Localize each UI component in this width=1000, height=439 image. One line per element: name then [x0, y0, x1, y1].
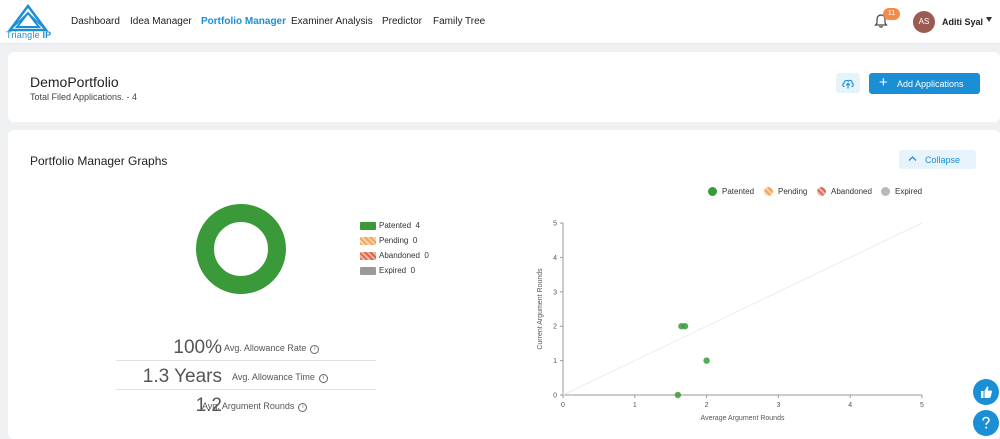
notification-badge: 11	[883, 8, 900, 20]
cloud-upload-icon	[842, 79, 854, 89]
x-tick-label: 0	[561, 402, 565, 409]
legend-swatch	[360, 222, 376, 230]
legend-label: Abandoned	[831, 187, 872, 196]
add-applications-label: Add Applications	[897, 79, 964, 89]
x-tick-label: 1	[633, 402, 637, 409]
legend-label: Patented	[722, 187, 755, 196]
y-tick-label: 2	[553, 324, 557, 331]
x-tick-label: 3	[776, 402, 780, 409]
legend-label: Pending	[778, 187, 808, 196]
stat-value: 1.3 Years	[142, 366, 222, 387]
divider	[116, 389, 376, 390]
nav-predictor[interactable]: Predictor	[382, 16, 423, 27]
portfolio-header-card: DemoPortfolio Total Filed Applications. …	[8, 52, 1000, 122]
legend-label: Expired 0	[379, 266, 416, 275]
nav-idea-manager[interactable]: Idea Manager	[130, 16, 192, 27]
nav-dashboard[interactable]: Dashboard	[71, 16, 120, 27]
stat-label: Avg. Argument Rounds i	[202, 401, 308, 412]
avatar[interactable]: AS	[913, 11, 935, 33]
legend-swatch	[360, 237, 376, 245]
portfolio-graphs-card: Portfolio Manager Graphs Collapse Patent…	[8, 130, 1000, 439]
stat-value: 1.2	[195, 395, 222, 416]
user-name[interactable]: Aditi Syal	[942, 17, 984, 27]
x-tick-label: 2	[705, 402, 709, 409]
nav-examiner-analysis[interactable]: Examiner Analysis	[291, 16, 373, 27]
x-tick-label: 5	[920, 402, 924, 409]
add-applications-button[interactable]: + Add Applications	[869, 73, 980, 94]
thumbs-up-icon	[981, 386, 993, 398]
stat-allowance-time: 1.3 Years Avg. Allowance Time i	[8, 364, 428, 390]
question-mark-icon	[982, 416, 990, 429]
divider	[116, 360, 376, 361]
caret-down-icon[interactable]	[986, 17, 992, 22]
scatter-point-patented[interactable]	[703, 357, 710, 364]
collapse-button[interactable]: Collapse	[899, 150, 976, 169]
stat-allowance-rate: 100% Avg. Allowance Rate i	[8, 335, 428, 361]
brand-name: Triangle IP	[6, 30, 52, 40]
y-tick-label: 3	[553, 289, 557, 296]
legend-label: Expired	[895, 187, 923, 196]
status-donut-chart	[196, 204, 286, 294]
chevron-up-icon	[908, 156, 917, 161]
info-icon[interactable]: i	[318, 374, 328, 383]
stat-label: Avg. Allowance Time i	[232, 372, 328, 383]
info-icon[interactable]: i	[310, 345, 320, 354]
feedback-button[interactable]	[973, 379, 999, 405]
x-tick-label: 4	[848, 402, 852, 409]
plus-icon: +	[879, 74, 888, 91]
upload-button[interactable]	[836, 73, 860, 93]
scatter-point-patented[interactable]	[674, 391, 682, 399]
portfolio-subtitle: Total Filed Applications. - 4	[30, 92, 138, 102]
graphs-title: Portfolio Manager Graphs	[30, 154, 168, 168]
y-tick-label: 5	[553, 221, 557, 228]
x-axis-label: Average Argument Rounds	[701, 415, 785, 422]
y-tick-label: 1	[553, 358, 557, 365]
collapse-label: Collapse	[925, 155, 961, 165]
legend-label: Abandoned 0	[379, 251, 429, 260]
scatter-point-patented[interactable]	[681, 323, 689, 330]
portfolio-title: DemoPortfolio	[30, 74, 119, 90]
legend-swatch	[360, 267, 376, 275]
y-axis-label: Current Argument Rounds	[537, 268, 544, 350]
nav-portfolio-manager[interactable]: Portfolio Manager	[201, 16, 287, 27]
legend-label: Pending 0	[379, 236, 418, 245]
legend-swatch	[360, 252, 376, 260]
stat-argument-rounds: 1.2 Avg. Argument Rounds i	[8, 393, 428, 419]
legend-label: Patented 4	[379, 221, 420, 230]
reference-diagonal	[562, 222, 923, 396]
y-tick-label: 0	[553, 393, 557, 400]
legend-dot	[881, 187, 890, 196]
help-button[interactable]	[973, 410, 999, 436]
stat-label: Avg. Allowance Rate i	[224, 343, 320, 354]
argument-rounds-scatter-chart: 0 1 2 3 4 5 0 1 2 3 4 5 Average Argument Rounds Curre…	[537, 221, 924, 423]
nav-family-tree[interactable]: Family Tree	[433, 16, 486, 27]
legend-dot	[817, 187, 826, 196]
top-nav: Triangle IP Dashboard Idea Manager Portf…	[0, 0, 1000, 44]
legend-dot	[764, 187, 773, 196]
info-icon[interactable]: i	[298, 403, 308, 412]
stat-value: 100%	[173, 337, 222, 358]
triangle-ip-logo[interactable]	[6, 4, 56, 40]
legend-dot	[708, 187, 717, 196]
donut-slice-patented[interactable]	[196, 204, 286, 294]
y-tick-label: 4	[553, 255, 557, 262]
